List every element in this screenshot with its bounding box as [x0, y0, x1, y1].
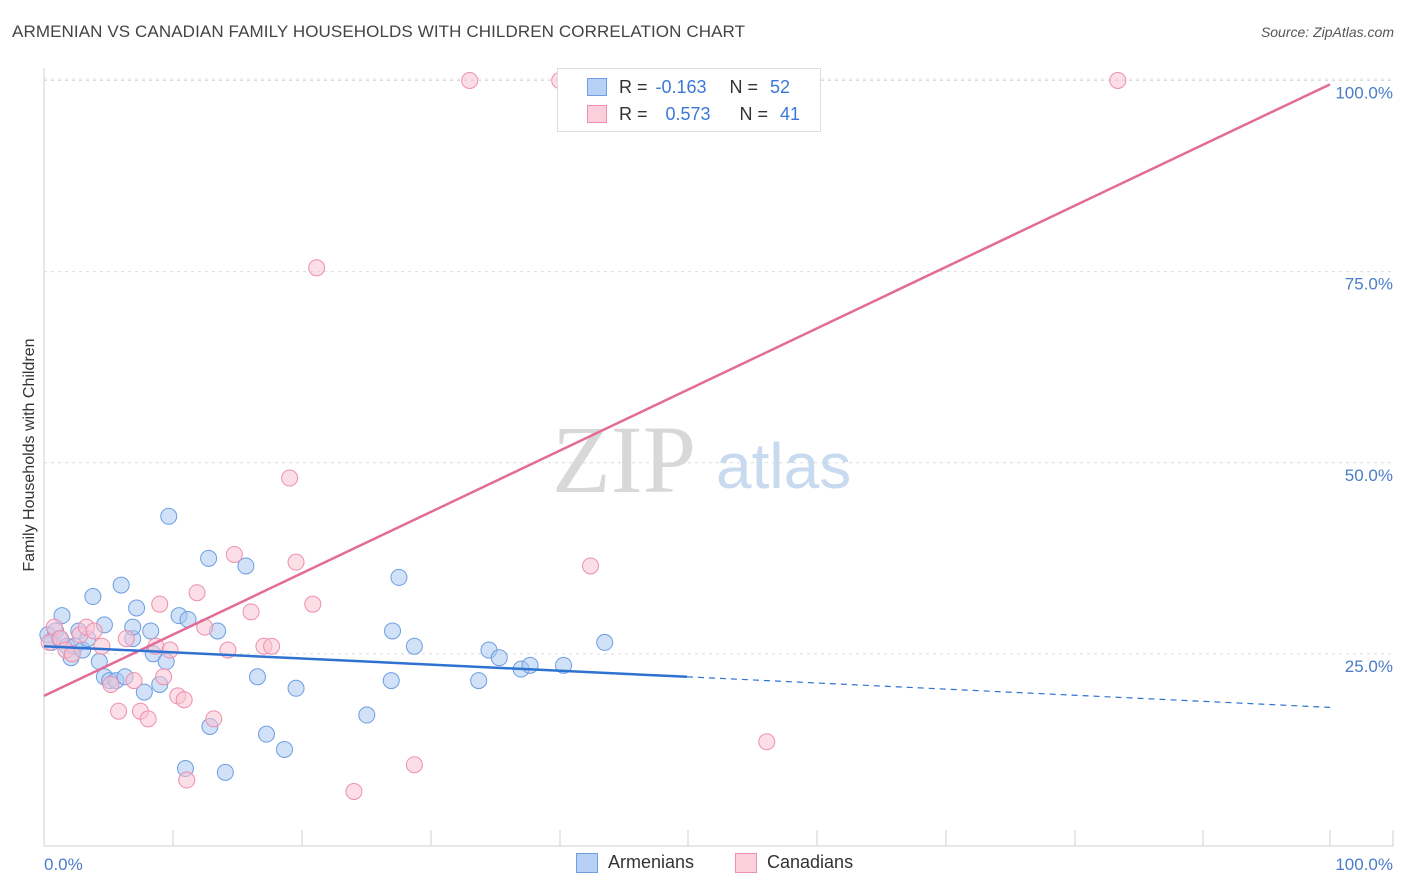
- trend-lines: [43, 83, 1331, 708]
- axes: [43, 68, 1394, 847]
- canadian-point: [188, 584, 206, 602]
- armenian-point: [248, 668, 266, 686]
- legend-n-value: 41: [780, 103, 801, 124]
- armenian-point: [470, 672, 488, 690]
- armenian-point: [128, 599, 146, 617]
- canadian-point: [110, 702, 128, 720]
- legend-n-label: N =: [729, 76, 759, 97]
- armenians-swatch: [576, 852, 598, 873]
- x-tick-label-min: 0.0%: [44, 855, 83, 874]
- armenian-point: [521, 656, 539, 674]
- canadian-point: [161, 641, 179, 659]
- canadian-point: [63, 645, 81, 663]
- armenian-point: [84, 588, 102, 606]
- armenian-point: [160, 507, 178, 525]
- armenian-point: [257, 725, 275, 743]
- legend-r-value: -0.163: [655, 76, 707, 97]
- armenian-point: [275, 740, 293, 758]
- y-tick-label: 100.0%: [1335, 84, 1393, 103]
- canadian-point: [93, 637, 111, 655]
- y-tick-label: 75.0%: [1345, 275, 1393, 294]
- armenian-point: [490, 649, 508, 667]
- chart-title: ARMENIAN VS CANADIAN FAMILY HOUSEHOLDS W…: [12, 22, 746, 41]
- armenian-point: [405, 637, 423, 655]
- y-tick-label: 25.0%: [1345, 657, 1393, 676]
- canadian-point: [308, 259, 326, 277]
- series-legend: Armenians Canadians: [0, 852, 1406, 876]
- armenian-point: [390, 568, 408, 586]
- canadians-swatch: [735, 852, 757, 873]
- legend-row-armenians: R = -0.163 N = 52: [558, 74, 790, 100]
- armenian-point: [384, 622, 402, 640]
- armenian-point: [358, 706, 376, 724]
- series-legend-canadians[interactable]: Canadians: [735, 852, 853, 873]
- canadian-point: [345, 782, 363, 800]
- legend-n-value: 52: [770, 76, 791, 97]
- canadian-points: [40, 72, 1127, 800]
- canadian-point: [461, 72, 479, 89]
- canadian-point: [175, 691, 193, 709]
- armenian-point: [596, 633, 614, 651]
- legend-r-label: R =: [619, 76, 648, 97]
- armenian-point: [237, 557, 255, 575]
- canadian-point: [85, 622, 103, 640]
- canadian-point: [1109, 72, 1127, 89]
- canadian-point: [102, 675, 120, 693]
- armenian-trend-line: [43, 644, 688, 679]
- armenian-trend-extension: [686, 676, 1331, 708]
- canadian-point: [304, 595, 322, 613]
- canadian-point: [117, 630, 135, 648]
- x-tick-label-max: 100.0%: [1335, 855, 1393, 874]
- canadian-point: [263, 637, 281, 655]
- source-label: Source: ZipAtlas.com: [1260, 24, 1394, 40]
- armenian-point: [112, 576, 130, 594]
- armenian-point: [142, 622, 160, 640]
- legend-r-value: 0.573: [665, 103, 711, 124]
- legend-r-label: R =: [619, 103, 648, 124]
- armenian-point: [135, 683, 153, 701]
- canadian-trend-line: [43, 83, 1331, 698]
- armenian-point: [382, 672, 400, 690]
- canadian-point: [205, 710, 223, 728]
- canadian-point: [139, 710, 157, 728]
- canadian-point: [151, 595, 169, 613]
- series-legend-armenians[interactable]: Armenians: [576, 852, 694, 873]
- y-tick-label: 50.0%: [1345, 466, 1393, 485]
- canadian-point: [582, 557, 600, 575]
- armenian-point: [216, 763, 234, 781]
- canadian-point: [225, 545, 243, 563]
- armenian-point: [287, 679, 305, 697]
- canadian-point: [758, 733, 776, 751]
- armenian-point: [200, 549, 218, 567]
- canadians-label: Canadians: [767, 852, 854, 872]
- watermark-atlas: atlas: [716, 430, 851, 502]
- watermark: ZIP atlas: [552, 406, 851, 513]
- canadian-point: [242, 603, 260, 621]
- watermark-zip: ZIP: [552, 406, 696, 513]
- canadian-point: [405, 756, 423, 774]
- armenian-point: [555, 656, 573, 674]
- canadian-point: [155, 668, 173, 686]
- legend-swatch-armenians: [587, 78, 607, 96]
- canadian-point: [125, 672, 143, 690]
- correlation-legend: R = -0.163 N = 52 R = 0.573 N = 41: [557, 68, 821, 132]
- legend-row-canadians: R = 0.573 N = 41: [558, 101, 800, 127]
- y-tick-labels: 25.0% 50.0% 75.0% 100.0%: [1335, 84, 1393, 676]
- canadian-point: [281, 469, 299, 487]
- canadian-point: [178, 771, 196, 789]
- legend-swatch-canadians: [587, 105, 607, 123]
- armenians-label: Armenians: [608, 852, 695, 872]
- legend-n-label: N =: [739, 103, 769, 124]
- canadian-point: [287, 553, 305, 571]
